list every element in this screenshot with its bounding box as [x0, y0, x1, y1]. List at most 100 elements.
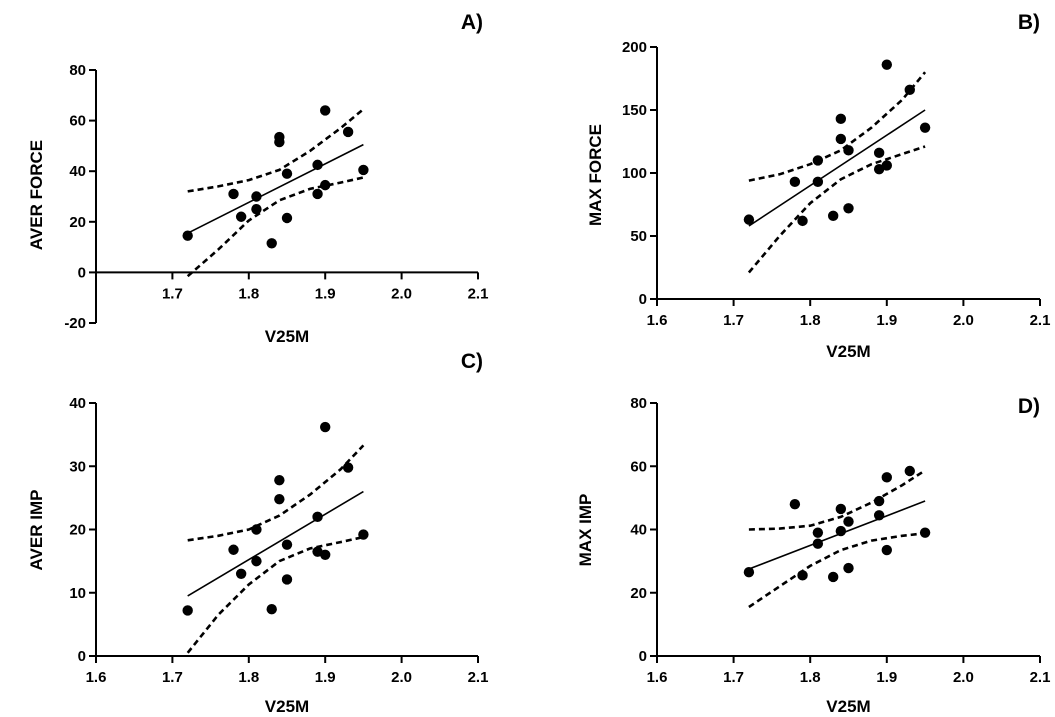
- data-point: [843, 145, 854, 156]
- x-tick-label: 1.6: [647, 669, 668, 686]
- data-point: [251, 524, 262, 535]
- data-point: [873, 510, 885, 521]
- y-tick-label: 40: [630, 522, 647, 539]
- panel-label: C): [461, 350, 483, 373]
- data-point: [281, 168, 293, 179]
- confidence-band-lower: [186, 176, 364, 278]
- data-point: [873, 147, 885, 159]
- data-point: [919, 122, 931, 133]
- y-tick-label: 20: [69, 214, 86, 231]
- y-tick-label: 20: [69, 522, 86, 539]
- confidence-band-upper: [748, 71, 927, 182]
- data-point: [235, 568, 247, 579]
- x-tick-label: 1.9: [876, 669, 897, 686]
- data-point: [904, 84, 915, 96]
- data-point: [281, 212, 293, 224]
- x-tick-label: 1.6: [647, 312, 668, 329]
- data-point: [797, 570, 808, 581]
- x-tick-label: 2.0: [953, 312, 974, 329]
- panel-b: 0 50 100 150 200 1.6 1.7 1.8 1.9 2.0 2.1 V25M MAX FO…: [586, 11, 1050, 361]
- y-tick-label: 80: [630, 395, 647, 412]
- confidence-band-upper: [187, 108, 365, 193]
- x-tick-label: 1.7: [162, 285, 183, 302]
- data-point: [789, 176, 801, 188]
- data-point: [274, 493, 285, 505]
- y-tick-label: 40: [69, 395, 86, 412]
- y-axis-label: MAX FORCE: [586, 124, 605, 226]
- x-axis-label: V25M: [826, 697, 870, 716]
- data-point: [881, 160, 892, 171]
- confidence-band-upper: [748, 469, 926, 531]
- y-tick-label: 0: [639, 291, 647, 308]
- regression-line: [187, 490, 364, 597]
- data-point: [843, 562, 854, 574]
- data-point: [881, 59, 892, 70]
- y-tick-label: 50: [630, 228, 647, 245]
- x-tick-label: 1.6: [86, 669, 107, 686]
- data-point: [827, 210, 839, 222]
- panel-d: 0 20 40 60 80 1.6 1.7 1.8 1.9 2.0 2.1 V25M MAX IMP D): [576, 395, 1050, 716]
- y-tick-label: 0: [78, 648, 86, 665]
- confidence-band-upper: [187, 444, 365, 542]
- regression-line: [748, 109, 926, 227]
- data-point: [182, 230, 193, 241]
- y-tick-label: 0: [639, 648, 647, 665]
- data-point: [835, 525, 847, 537]
- data-point: [835, 503, 847, 515]
- y-axis-label: AVER FORCE: [27, 140, 46, 250]
- x-tick-label: 1.7: [162, 669, 183, 686]
- x-tick-label: 2.1: [468, 669, 489, 686]
- confidence-band-lower: [747, 145, 926, 274]
- x-tick-label: 2.1: [468, 285, 489, 302]
- panel-c: 0 10 20 30 40 1.6 1.7 1.8 1.9 2.0 2.1 V25M AVER IMP C…: [27, 350, 488, 716]
- data-point: [320, 549, 331, 560]
- data-point: [812, 176, 824, 188]
- data-point: [312, 159, 323, 171]
- data-point: [881, 472, 892, 483]
- data-point: [873, 495, 885, 507]
- confidence-band-lower: [748, 532, 926, 609]
- data-point: [904, 465, 915, 477]
- y-tick-label: -20: [64, 315, 86, 332]
- y-axis-label: MAX IMP: [576, 494, 595, 567]
- data-point: [342, 126, 354, 138]
- data-point: [881, 544, 892, 556]
- x-axis-label: V25M: [826, 342, 870, 361]
- y-tick-label: 0: [78, 264, 86, 281]
- regression-line: [187, 143, 364, 234]
- data-point: [251, 203, 262, 215]
- data-point: [827, 571, 839, 583]
- x-tick-label: 1.7: [723, 669, 744, 686]
- data-point: [312, 511, 323, 523]
- x-axis-label: V25M: [265, 697, 309, 716]
- y-axis-label: AVER IMP: [27, 490, 46, 571]
- data-point: [251, 191, 262, 202]
- x-tick-label: 2.0: [391, 285, 412, 302]
- y-tick-label: 150: [622, 102, 647, 119]
- data-point: [789, 499, 801, 510]
- panel-label: A): [461, 11, 483, 34]
- y-tick-label: 200: [622, 39, 647, 56]
- x-tick-label: 1.7: [723, 312, 744, 329]
- data-point: [812, 527, 824, 538]
- data-point: [835, 133, 847, 145]
- x-tick-label: 1.9: [876, 312, 897, 329]
- x-tick-label: 1.8: [238, 669, 259, 686]
- data-point: [251, 555, 262, 567]
- y-tick-label: 60: [69, 113, 86, 130]
- data-point: [182, 605, 193, 616]
- data-point: [320, 179, 331, 191]
- regression-line: [748, 500, 926, 570]
- panel-label: B): [1018, 11, 1040, 34]
- panel-a: -20 0 20 40 60 80 1.7 1.8 1.9 2.0 2.1 V25M AVER FORC…: [27, 11, 488, 346]
- data-point: [266, 238, 277, 249]
- x-tick-label: 2.0: [953, 669, 974, 686]
- data-point: [312, 188, 323, 200]
- x-tick-label: 1.8: [800, 312, 821, 329]
- x-tick-label: 2.0: [391, 669, 412, 686]
- data-point: [835, 113, 847, 125]
- data-point: [228, 544, 239, 555]
- x-tick-label: 1.9: [315, 669, 336, 686]
- data-point: [843, 516, 854, 527]
